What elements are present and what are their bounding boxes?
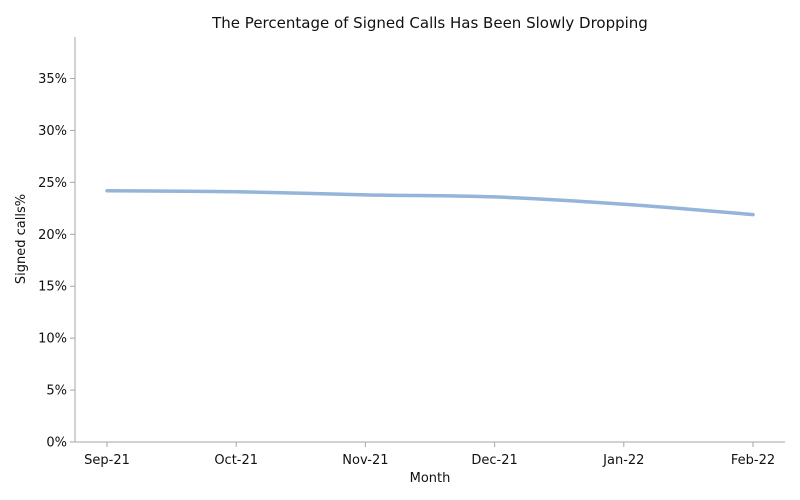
data-point <box>363 193 368 197</box>
y-tick-label: 35% <box>38 72 67 87</box>
y-tick-label: 20% <box>38 228 67 243</box>
y-tick-label: 25% <box>38 176 67 191</box>
series-line <box>106 188 754 217</box>
y-axis-label: Signed calls% <box>14 194 29 284</box>
x-tick-label: Oct-21 <box>214 453 258 468</box>
y-tick-label: 5% <box>46 384 67 399</box>
x-tick-label: Nov-21 <box>342 453 388 468</box>
x-tick-label: Sep-21 <box>84 453 130 468</box>
x-axis-label: Month <box>410 471 451 486</box>
x-axis: Sep-21 Oct-21 Nov-21 Dec-21 Jan-22 Feb-22 <box>75 441 785 468</box>
data-point <box>234 189 238 194</box>
x-tick-label: Feb-22 <box>731 453 775 468</box>
y-tick-label: 0% <box>46 436 67 451</box>
x-tick-label: Jan-22 <box>602 453 644 468</box>
y-axis: 0% 5% 10% 15% 20% 25% 30% 35% <box>38 37 76 451</box>
data-point <box>622 202 626 206</box>
chart-title: The Percentage of Signed Calls Has Been … <box>211 14 648 32</box>
y-tick-label: 15% <box>38 280 67 295</box>
plot-series <box>105 188 755 217</box>
y-tick-label: 30% <box>38 124 67 139</box>
data-point <box>492 195 497 199</box>
data-point <box>105 188 109 193</box>
x-tick-label: Dec-21 <box>471 453 517 468</box>
y-tick-label: 10% <box>38 332 67 347</box>
data-point <box>751 212 755 217</box>
